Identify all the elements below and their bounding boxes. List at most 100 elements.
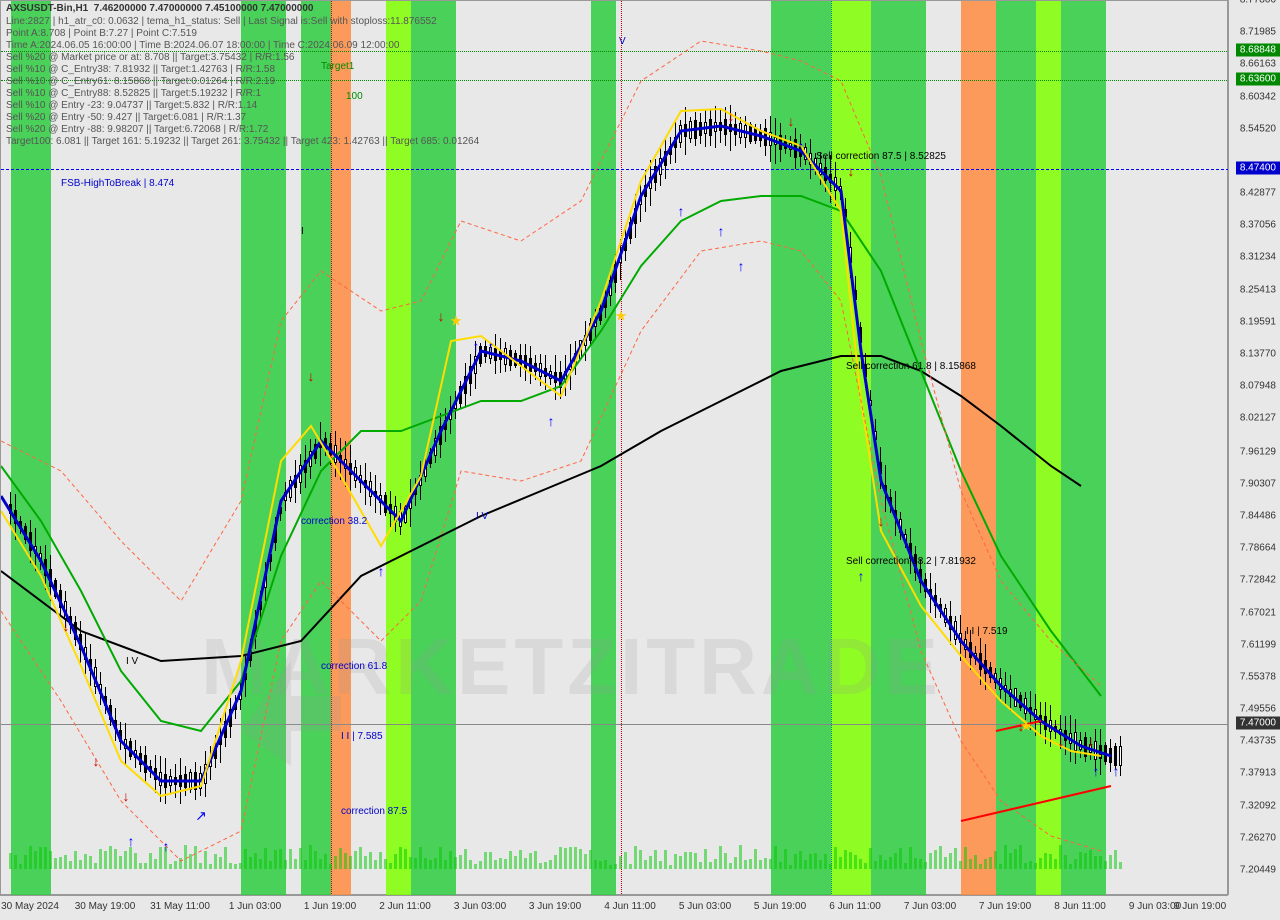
y-tick: 7.72842 <box>1240 575 1276 586</box>
signal-arrow: ↓ <box>63 618 70 634</box>
x-tick: 8 Jun 11:00 <box>1054 901 1106 912</box>
x-tick: 3 Jun 19:00 <box>529 901 581 912</box>
green-zone <box>996 1 1036 896</box>
info-line: Sell %20 @ Entry -88: 9.98207 || Target:… <box>6 124 268 135</box>
y-price-badge: 8.68848 <box>1236 43 1280 56</box>
signal-arrow: ↓ <box>728 108 735 124</box>
x-tick: 2 Jun 11:00 <box>379 901 431 912</box>
info-line: Sell %10 @ C_Entry88: 8.52825 || Target:… <box>6 88 261 99</box>
y-tick: 7.90307 <box>1240 478 1276 489</box>
y-tick: 8.54520 <box>1240 123 1276 134</box>
signal-arrow: ★ <box>615 308 628 325</box>
x-tick: 1 Jun 19:00 <box>304 901 356 912</box>
signal-arrow: ↑ <box>858 568 865 584</box>
x-tick: 30 May 2024 <box>1 901 59 912</box>
x-axis: 30 May 2024 30 May 19:00 31 May 11:00 1 Jun… <box>0 895 1228 920</box>
y-tick: 8.13770 <box>1240 349 1276 360</box>
signal-arrow: ↑ <box>548 413 555 429</box>
signal-arrow: ↑ <box>1093 763 1100 779</box>
y-tick: 8.71985 <box>1240 27 1276 38</box>
signal-arrow: ↑ <box>678 203 685 219</box>
x-tick: 4 Jun 11:00 <box>604 901 656 912</box>
y-tick: 8.66163 <box>1240 59 1276 70</box>
y-tick: 8.31234 <box>1240 252 1276 263</box>
y-tick: 7.55378 <box>1240 671 1276 682</box>
signal-arrow: ↗ <box>195 808 207 825</box>
x-tick: 5 Jun 19:00 <box>754 901 806 912</box>
signal-arrow: ↑ <box>128 833 135 849</box>
y-tick: 7.61199 <box>1241 639 1276 650</box>
vertical-line <box>831 1 832 896</box>
info-line: Sell %20 @ Entry -50: 9.427 || Target:6.… <box>6 112 246 123</box>
x-tick: 7 Jun 19:00 <box>979 901 1031 912</box>
y-tick: 7.32092 <box>1240 800 1276 811</box>
annotation-label: correction 38.2 <box>301 516 367 527</box>
info-line: Sell %10 @ C_Entry38: 7.81932 || Target:… <box>6 64 275 75</box>
y-tick: 7.96129 <box>1240 446 1276 457</box>
signal-arrow: ↑ <box>798 138 805 154</box>
y-tick: 7.43735 <box>1240 736 1276 747</box>
y-tick: 7.26270 <box>1240 832 1276 843</box>
info-line: Sell %10 @ Entry -23: 9.04737 || Target:… <box>6 100 257 111</box>
y-tick: 8.02127 <box>1240 413 1276 424</box>
signal-arrow: ↓ <box>1058 733 1065 749</box>
horizontal-line <box>1 169 1229 170</box>
chart-plot-area[interactable]: MARKETZITRADE ↓↓↓↑↑↗↓↑↓★↑↑↑★↑↑↓↑↓↑↓↑↓↓★↓… <box>0 0 1228 895</box>
y-tick: 8.37056 <box>1240 220 1276 231</box>
info-line: Line:2827 | h1_atr_c0: 0.0632 | tema_h1_… <box>6 16 437 27</box>
annotation-label: I V <box>476 511 488 522</box>
signal-arrow: ↓ <box>1088 733 1095 749</box>
y-tick: 8.42877 <box>1240 188 1276 199</box>
y-tick: 8.60342 <box>1240 91 1276 102</box>
y-tick: 7.84486 <box>1240 510 1276 521</box>
x-tick: 6 Jun 11:00 <box>829 901 881 912</box>
signal-arrow: ↓ <box>123 788 130 804</box>
annotation-label: Sell correction 61.8 | 8.15868 <box>846 361 976 372</box>
info-line: Sell %10 @ C_Entry61: 8.15868 || Target:… <box>6 76 275 87</box>
vertical-line <box>621 1 622 896</box>
signal-arrow: ↓ <box>308 368 315 384</box>
signal-arrow: ★ <box>450 313 463 330</box>
x-tick: 30 May 19:00 <box>75 901 136 912</box>
chart-title: AXSUSDT-Bin,H1 7.46200000 7.47000000 7.4… <box>6 3 313 14</box>
annotation-label: correction 87.5 <box>341 806 407 817</box>
lime-zone <box>831 1 871 896</box>
signal-arrow: ↓ <box>93 753 100 769</box>
annotation-label: I I | 7.519 <box>966 626 1008 637</box>
y-axis: 8.77806 8.71985 8.66163 8.60342 8.54520 8.428… <box>1228 0 1280 895</box>
orange-zone <box>961 1 996 896</box>
y-price-badge: 7.47000 <box>1236 717 1280 730</box>
y-price-badge: 8.63600 <box>1236 72 1280 85</box>
signal-arrow: ↑ <box>473 338 480 354</box>
x-tick: 5 Jun 03:00 <box>679 901 731 912</box>
x-tick: 1 Jun 03:00 <box>229 901 281 912</box>
y-tick: 8.07948 <box>1240 381 1276 392</box>
x-tick: 31 May 11:00 <box>150 901 210 912</box>
y-tick: 7.78664 <box>1240 543 1276 554</box>
lime-zone <box>1036 1 1061 896</box>
y-tick: 7.67021 <box>1240 607 1276 618</box>
signal-arrow: ↓ <box>848 163 855 179</box>
annotation-label: Sell correction 38.2 | 7.81932 <box>846 556 976 567</box>
y-tick: 8.77806 <box>1240 0 1276 6</box>
signal-arrow: ↓ <box>878 513 885 529</box>
info-line: Target100: 6.081 || Target 161: 5.19232 … <box>6 136 479 147</box>
green-zone <box>591 1 616 896</box>
annotation-label: V <box>619 36 626 47</box>
y-tick: 8.25413 <box>1240 284 1276 295</box>
signal-arrow: ★ <box>1020 718 1033 735</box>
signal-arrow: ↑ <box>718 223 725 239</box>
signal-arrow: ↑ <box>1113 763 1120 779</box>
signal-arrow: ↓ <box>438 308 445 324</box>
y-tick: 7.37913 <box>1240 768 1276 779</box>
target1-label: Target1 <box>321 61 354 72</box>
y-tick: 8.19591 <box>1240 316 1276 327</box>
x-tick: 9 Jun 19:00 <box>1174 901 1226 912</box>
annotation-label: I I | 7.585 <box>341 731 383 742</box>
info-line: Time A:2024.06.05 16:00:00 | Time B:2024… <box>6 40 399 51</box>
info-line: Point A:8.708 | Point B:7.27 | Point C:7… <box>6 28 197 39</box>
y-tick: 7.49556 <box>1240 704 1276 715</box>
x-tick: 7 Jun 03:00 <box>904 901 956 912</box>
signal-arrow: ↑ <box>488 338 495 354</box>
signal-arrow: ↑ <box>738 258 745 274</box>
